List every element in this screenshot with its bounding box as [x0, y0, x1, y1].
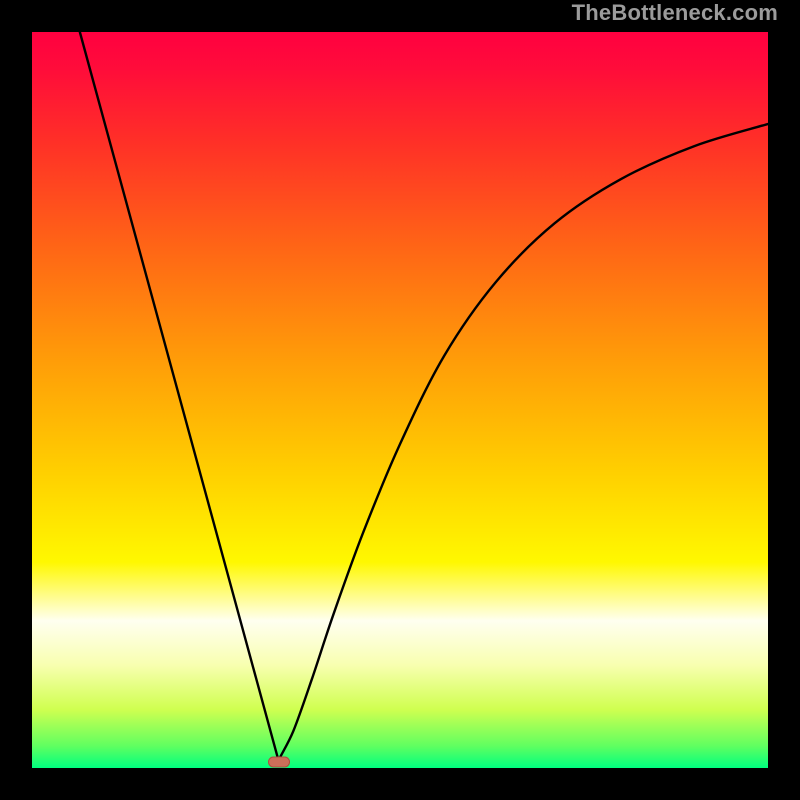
- watermark-text: TheBottleneck.com: [572, 0, 778, 26]
- plot-area: [32, 32, 768, 768]
- bottleneck-curve: [32, 32, 768, 768]
- optimal-marker: [268, 757, 290, 768]
- chart-container: TheBottleneck.com: [0, 0, 800, 800]
